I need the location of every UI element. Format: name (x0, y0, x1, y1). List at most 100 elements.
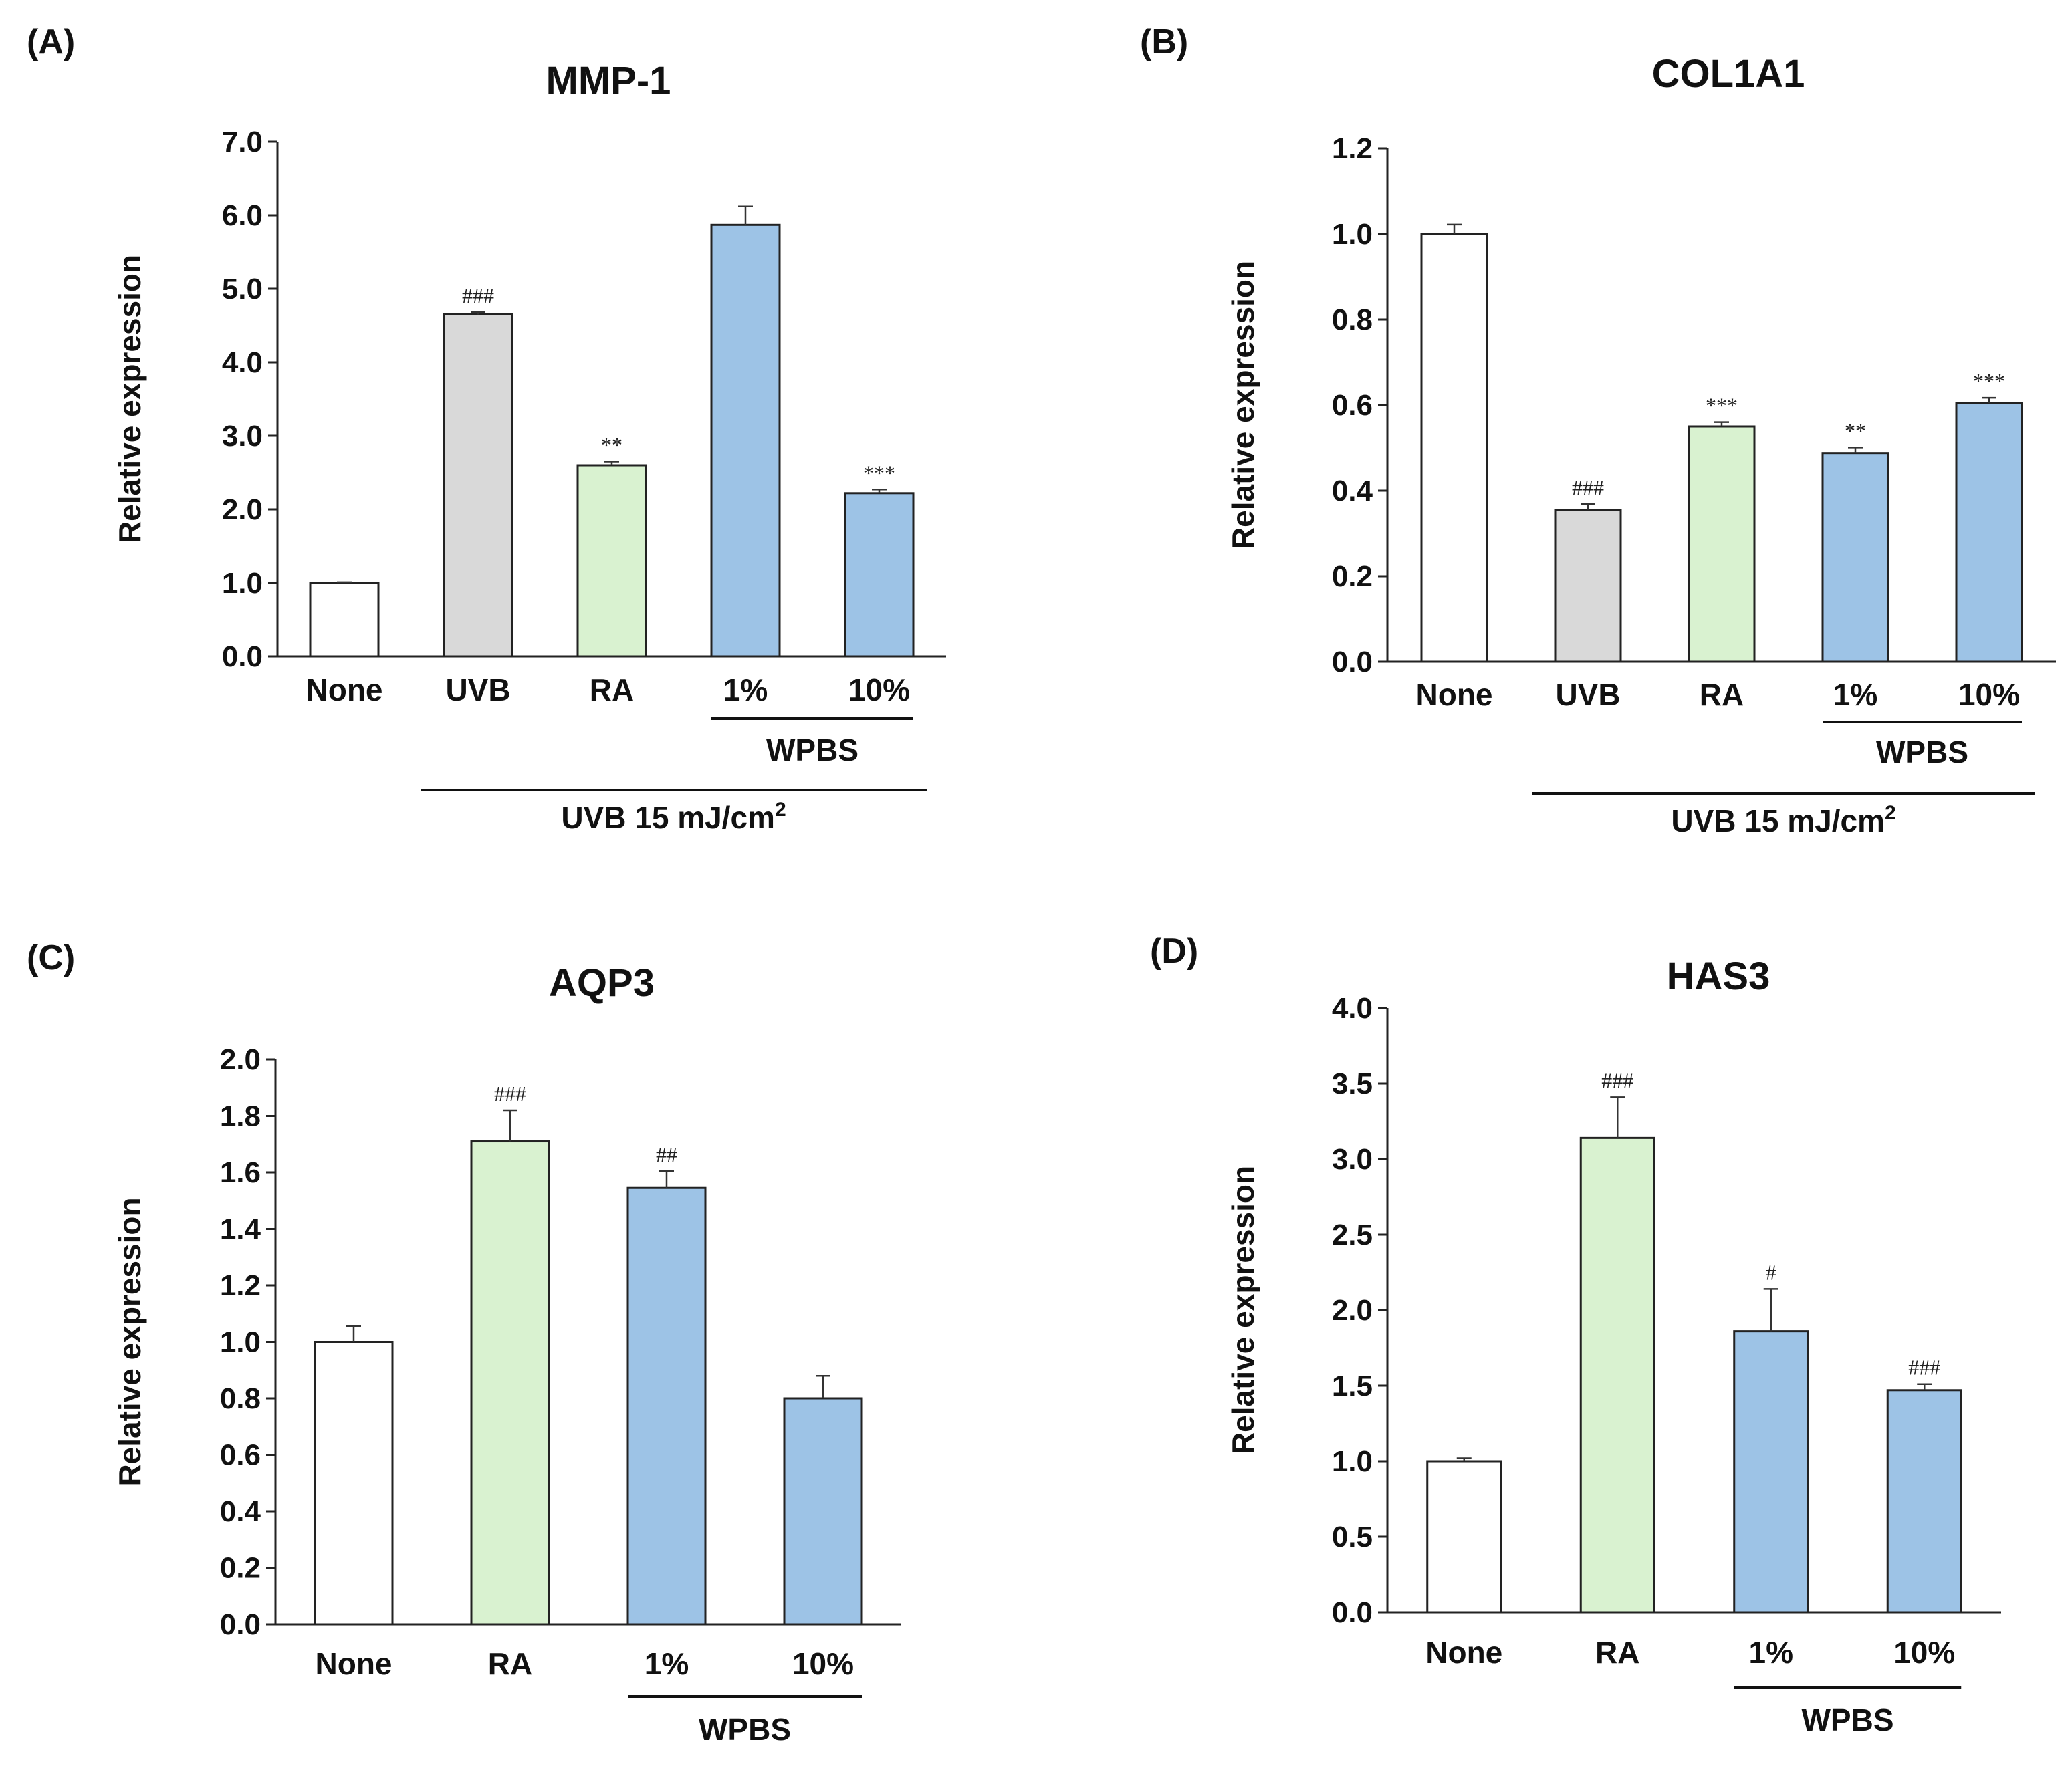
bar (1821, 452, 1889, 663)
bar (1733, 1330, 1809, 1614)
y-tick-label: 5.0 (222, 273, 263, 305)
y-tick-label: 0.6 (220, 1439, 261, 1472)
group-label: WPBS (699, 1712, 791, 1747)
bar (576, 464, 647, 658)
x-tick-label: None (1416, 677, 1493, 712)
significance-label: *** (1706, 394, 1738, 418)
x-tick-label: 1% (645, 1646, 689, 1681)
x-tick-label: RA (488, 1646, 532, 1681)
error-bar (1763, 1288, 1778, 1332)
bar (1426, 1460, 1502, 1614)
x-tick-label: 10% (1893, 1635, 1955, 1670)
significance-label: ### (1908, 1356, 1940, 1380)
error-bar (1982, 396, 1996, 403)
bar (314, 1341, 394, 1626)
y-tick-label: 3.0 (1332, 1143, 1373, 1176)
bar (1955, 402, 2023, 663)
error-bar (471, 311, 485, 315)
x-tick-label: RA (590, 672, 634, 707)
error-bar (1714, 421, 1729, 426)
y-tick-label: 2.5 (1332, 1219, 1373, 1251)
bar (1886, 1389, 1962, 1614)
y-tick-label: 0.8 (220, 1382, 261, 1415)
x-tick-label: 10% (792, 1646, 854, 1681)
y-tick-label: 1.0 (222, 567, 263, 600)
x-tick-label: 1% (1749, 1635, 1793, 1670)
bar (309, 582, 380, 658)
chart-title: AQP3 (549, 961, 655, 1005)
bar (783, 1397, 863, 1626)
x-tick-label: None (306, 672, 383, 707)
chart-title: HAS3 (1667, 955, 1770, 998)
bar (1579, 1136, 1655, 1614)
bar (443, 313, 513, 658)
y-tick-label: 0.4 (1332, 475, 1373, 507)
significance-label: ### (1601, 1068, 1633, 1092)
y-tick-label: 1.5 (1332, 1370, 1373, 1402)
y-tick-label: 1.2 (220, 1269, 261, 1302)
y-axis-label: Relative expression (1226, 261, 1260, 549)
y-tick-label: 2.0 (222, 493, 263, 526)
y-tick-label: 1.2 (1332, 132, 1373, 165)
panel-c: (C) AQP3 Relative expression 0.0 0.2 0.4 0.6 0.… (27, 938, 901, 1747)
y-axis-label: Relative expression (112, 1197, 147, 1486)
y-tick-label: 0.4 (220, 1495, 261, 1528)
y-tick-label: 3.0 (222, 420, 263, 453)
y-tick-label: 1.4 (220, 1213, 261, 1246)
superscript: 2 (1885, 802, 1896, 824)
x-tick-label: 1% (1833, 677, 1877, 712)
y-tick-label: 1.0 (220, 1326, 261, 1359)
y-tick-label: 0.0 (222, 640, 263, 673)
error-bar (604, 461, 619, 465)
panel-label: (D) (1150, 932, 1198, 971)
panel-label: (B) (1140, 23, 1188, 61)
y-tick-label: 4.0 (222, 346, 263, 379)
bar (710, 223, 781, 658)
y-tick-label: 0.2 (1332, 560, 1373, 593)
bar (470, 1140, 550, 1626)
bar (1554, 509, 1622, 663)
group-label: UVB 15 mJ/cm2 (561, 799, 786, 835)
x-tick-label: None (1425, 1635, 1502, 1670)
y-tick-label: 0.8 (1332, 303, 1373, 336)
x-tick-label: UVB (1555, 677, 1620, 712)
error-bar (503, 1109, 517, 1142)
x-tick-label: UVB (445, 672, 510, 707)
y-tick-label: 6.0 (222, 199, 263, 232)
significance-label: ** (1845, 418, 1866, 442)
bar (844, 492, 915, 658)
x-tick-label: 1% (723, 672, 768, 707)
group-label: WPBS (1802, 1702, 1894, 1737)
significance-label: # (1766, 1260, 1776, 1284)
y-tick-label: 7.0 (222, 126, 263, 158)
y-tick-label: 1.0 (1332, 1445, 1373, 1478)
error-bar (1456, 1457, 1472, 1461)
error-bar (1848, 447, 1863, 453)
x-tick-label: 10% (1958, 677, 2020, 712)
y-tick-label: 0.0 (220, 1608, 261, 1641)
y-axis-label: Relative expression (112, 255, 147, 543)
chart-title: MMP-1 (546, 59, 671, 102)
panel-label: (C) (27, 938, 75, 977)
x-tick-label: 10% (848, 672, 910, 707)
y-tick-label: 0.2 (220, 1552, 261, 1585)
error-bar (337, 581, 352, 584)
error-bar (1581, 503, 1595, 510)
bar (626, 1186, 707, 1626)
panel-b: (B) COL1A1 Relative expression 0.0 0.2 0.4 0.6… (1140, 23, 2056, 838)
y-tick-label: 1.8 (220, 1100, 261, 1133)
error-bar (738, 205, 753, 225)
y-tick-label: 1.0 (1332, 218, 1373, 251)
significance-label: ### (462, 283, 494, 307)
bar (1420, 233, 1488, 663)
significance-label: *** (863, 461, 895, 485)
significance-label: *** (1973, 369, 2005, 393)
significance-label: ### (1572, 475, 1604, 499)
y-tick-label: 0.0 (1332, 1596, 1373, 1629)
y-tick-label: 4.0 (1332, 992, 1373, 1025)
significance-label: ## (656, 1142, 677, 1166)
y-tick-label: 0.6 (1332, 389, 1373, 422)
y-tick-label: 0.5 (1332, 1521, 1373, 1553)
group-label: WPBS (766, 733, 858, 767)
